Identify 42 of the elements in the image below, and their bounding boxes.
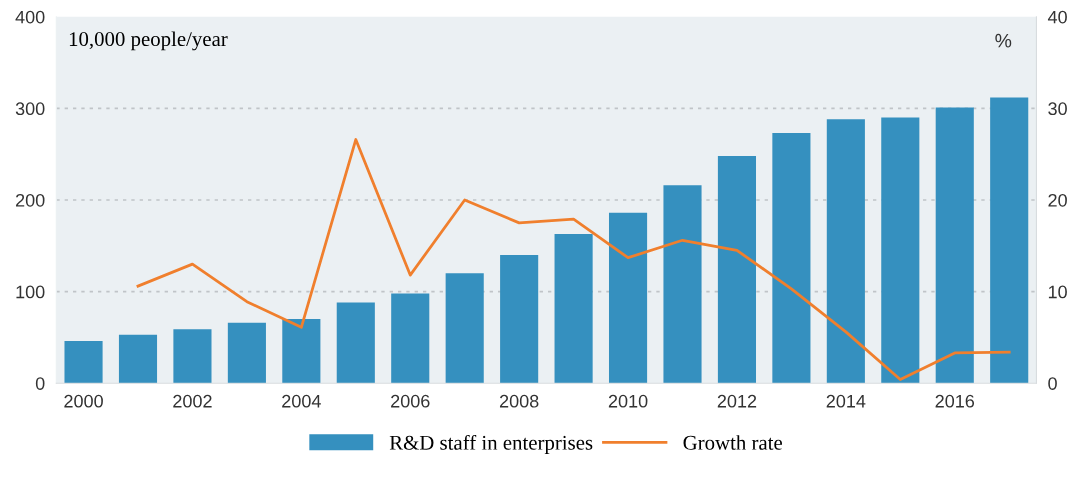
bar bbox=[118, 334, 158, 384]
bar bbox=[990, 97, 1029, 384]
y-tick-label: 200 bbox=[15, 193, 45, 207]
bar bbox=[336, 302, 375, 384]
x-tick-label: 2016 bbox=[935, 394, 975, 408]
y2-tick-label: 20 bbox=[1048, 193, 1067, 207]
x-tick-label: 2002 bbox=[173, 394, 212, 408]
y2-tick-label: 10 bbox=[1048, 285, 1067, 299]
bar bbox=[772, 133, 811, 384]
bar bbox=[826, 119, 865, 384]
bar bbox=[663, 185, 702, 384]
y-tick-label: 0 bbox=[35, 377, 45, 390]
bar bbox=[173, 329, 212, 384]
bar bbox=[282, 319, 321, 384]
y2-tick-label: 40 bbox=[1047, 10, 1067, 24]
bar bbox=[64, 341, 103, 384]
bar bbox=[717, 156, 757, 384]
bar bbox=[935, 107, 974, 384]
legend-label: Growth rate bbox=[683, 435, 782, 450]
y-tick-label: 100 bbox=[16, 285, 45, 299]
x-tick-label: 2010 bbox=[608, 394, 648, 408]
bar bbox=[500, 254, 539, 384]
x-tick-label: 2012 bbox=[717, 394, 757, 408]
y-tick-label: 300 bbox=[15, 102, 45, 116]
bar bbox=[227, 322, 266, 384]
y2-tick-label: 30 bbox=[1048, 102, 1067, 116]
bar bbox=[554, 233, 593, 384]
x-tick-label: 2004 bbox=[282, 394, 321, 408]
bar bbox=[608, 212, 648, 384]
x-tick-label: 2006 bbox=[391, 394, 430, 408]
y2-axis-title: % bbox=[995, 33, 1012, 48]
y-axis-title: 10,000 people/year bbox=[69, 31, 228, 51]
bar bbox=[881, 117, 920, 384]
x-tick-label: 2014 bbox=[826, 394, 866, 408]
x-tick-label: 2000 bbox=[64, 394, 103, 408]
line-series bbox=[136, 138, 1011, 381]
bar bbox=[445, 273, 484, 384]
y-tick-label: 400 bbox=[15, 10, 45, 24]
y2-tick-label: 0 bbox=[1048, 377, 1057, 390]
bar bbox=[391, 293, 430, 384]
legend-label: R&D staff in enterprises bbox=[389, 434, 593, 455]
x-tick-label: 2008 bbox=[499, 394, 539, 408]
